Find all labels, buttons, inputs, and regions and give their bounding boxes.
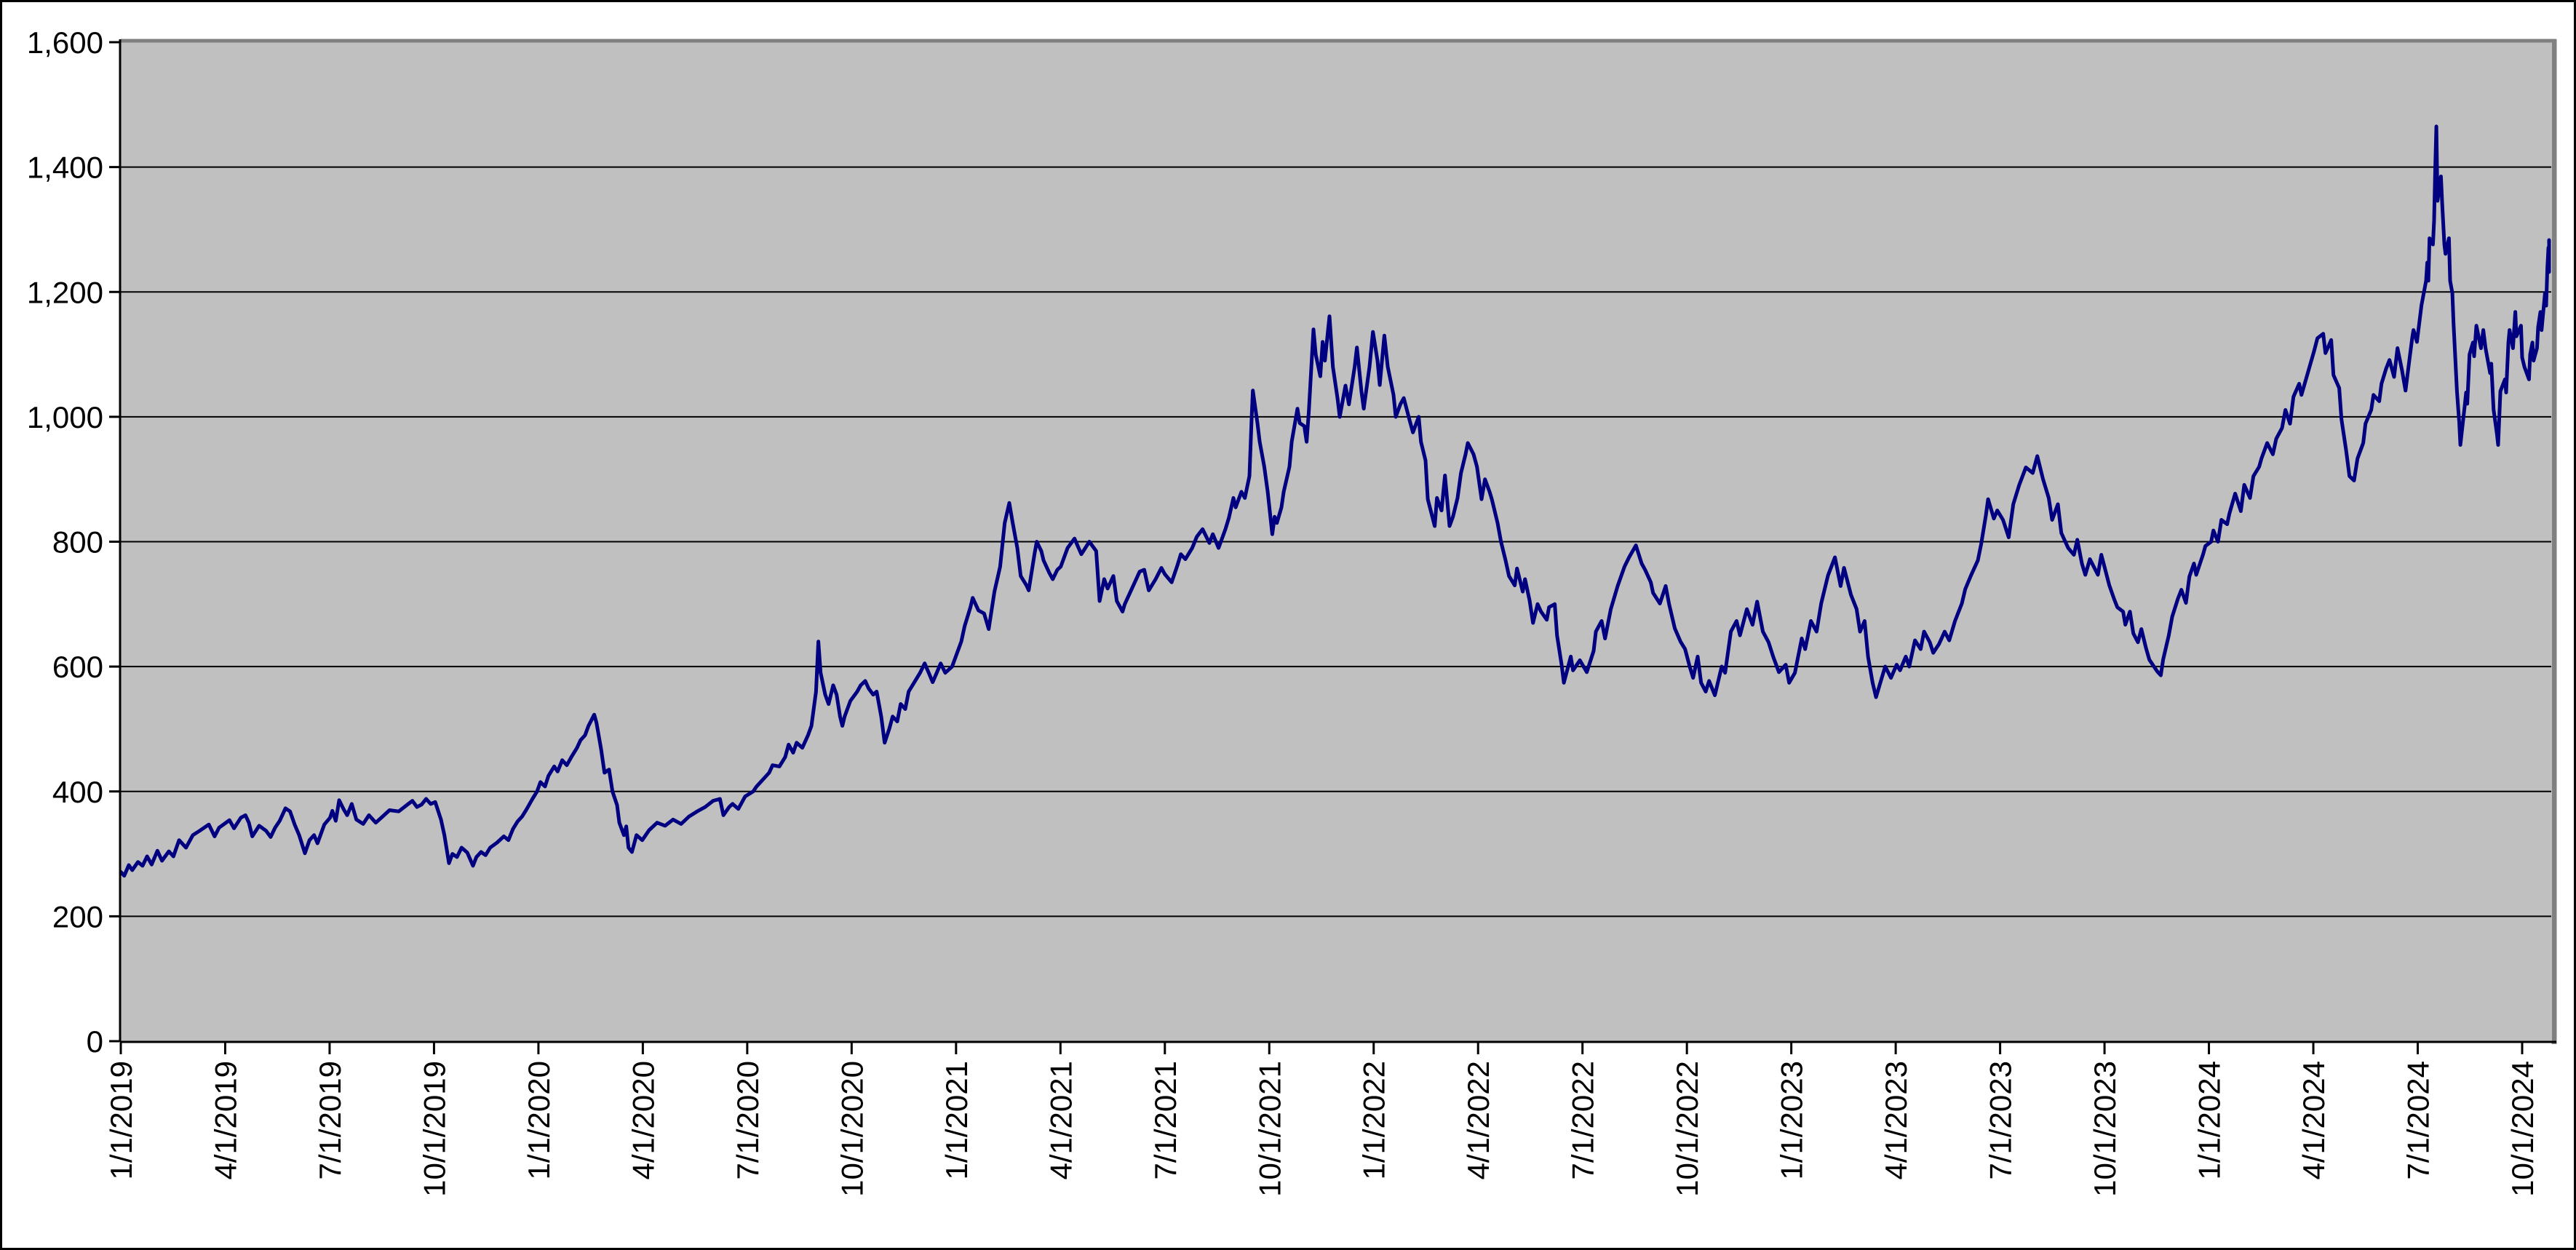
y-tick-label: 1,600 — [27, 25, 103, 60]
y-tick-label: 600 — [52, 650, 103, 684]
x-tick-label: 7/1/2021 — [1148, 1061, 1182, 1180]
x-tick-label: 1/1/2019 — [104, 1061, 138, 1180]
x-tick-label: 10/1/2023 — [2088, 1061, 2122, 1197]
y-tick-label: 400 — [52, 775, 103, 809]
x-axis-labels: 1/1/2019 4/1/2019 7/1/2019 10/1/2019 1/1/202… — [104, 1061, 2540, 1197]
x-tick-label: 4/1/2023 — [1879, 1061, 1913, 1180]
x-tick-label: 10/1/2020 — [835, 1061, 869, 1197]
y-tick-label: 0 — [87, 1024, 103, 1059]
x-axis-ticks — [119, 1043, 2524, 1054]
x-tick-label: 7/1/2020 — [731, 1061, 765, 1180]
y-tick-label: 1,000 — [27, 400, 103, 434]
y-tick-label: 1,400 — [27, 151, 103, 185]
x-tick-label: 10/1/2019 — [417, 1061, 451, 1197]
series-line-price — [119, 124, 2551, 878]
y-tick-label: 1,200 — [27, 275, 103, 309]
y-tick-label: 200 — [52, 899, 103, 933]
x-tick-label: 7/1/2023 — [1984, 1061, 2018, 1180]
x-tick-label: 1/1/2021 — [939, 1061, 974, 1180]
x-tick-label: 4/1/2022 — [1461, 1061, 1495, 1180]
x-tick-label: 4/1/2021 — [1043, 1061, 1078, 1180]
x-tick-label: 7/1/2022 — [1566, 1061, 1600, 1180]
x-tick-label: 1/1/2023 — [1775, 1061, 1809, 1180]
x-tick-label: 4/1/2020 — [626, 1061, 660, 1180]
x-tick-label: 4/1/2019 — [208, 1061, 242, 1180]
plot-border — [121, 39, 2557, 1044]
price-line — [119, 124, 2551, 878]
x-tick-label: 4/1/2024 — [2297, 1061, 2331, 1180]
y-tick-label: 800 — [52, 525, 103, 560]
x-tick-label: 10/1/2021 — [1252, 1061, 1287, 1197]
x-tick-label: 7/1/2019 — [313, 1061, 347, 1180]
x-tick-label: 1/1/2022 — [1357, 1061, 1391, 1180]
x-tick-label: 1/1/2024 — [2193, 1061, 2227, 1180]
y-axis-ticks — [109, 41, 120, 1043]
x-tick-label: 1/1/2020 — [522, 1061, 556, 1180]
x-tick-label: 10/1/2022 — [1670, 1061, 1704, 1197]
gridlines — [121, 166, 2551, 917]
x-tick-label: 10/1/2024 — [2505, 1061, 2540, 1197]
y-axis-labels: 0 200 400 600 800 1,000 1,200 1,400 1,600 — [27, 25, 103, 1059]
x-tick-label: 7/1/2024 — [2401, 1061, 2436, 1180]
